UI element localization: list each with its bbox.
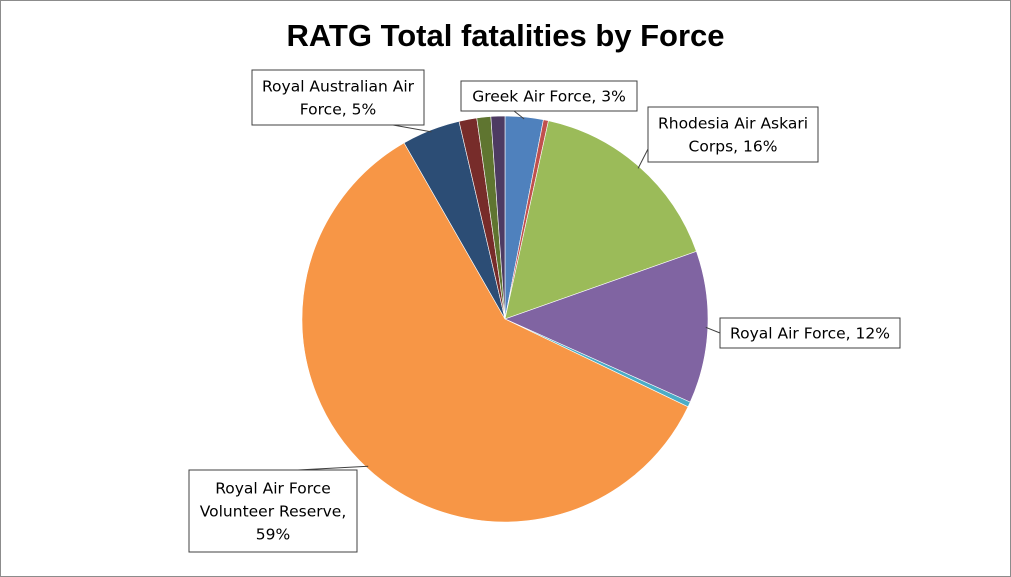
data-label-box-royal-air-force (719, 317, 901, 349)
data-label-box-royal-air-force-volunteer-reserve (188, 469, 358, 553)
data-label-royal-air-force-volunteer-reserve-line-3: 59% (256, 526, 290, 544)
data-label-greek-air-force-line-1: Greek Air Force, 3% (472, 88, 626, 106)
data-label-rhodesia-air-askari-corps-line-2: Corps, 16% (689, 138, 778, 156)
chart-title: RATG Total fatalities by Force (286, 18, 725, 53)
leader-line-rhodesia-air-askari-corps (637, 148, 649, 169)
data-label-royal-air-force-volunteer-reserve-line-2: Volunteer Reserve, (200, 503, 347, 521)
data-label-box-rhodesia-air-askari-corps (647, 106, 819, 163)
leader-line-greek-air-force (513, 110, 525, 120)
data-label-box-greek-air-force (460, 80, 638, 112)
leader-line-royal-air-force (705, 326, 721, 334)
data-label-rhodesia-air-askari-corps-line-1: Rhodesia Air Askari (658, 115, 808, 133)
data-label-royal-australian-air-force-line-1: Royal Australian Air (262, 78, 415, 96)
pie-slices (301, 115, 709, 523)
leader-line-royal-australian-air-force (392, 124, 432, 133)
data-label-royal-australian-air-force-line-2: Force, 5% (300, 101, 376, 119)
data-label-royal-air-force-volunteer-reserve-line-1: Royal Air Force (215, 480, 331, 498)
data-labels: Greek Air Force, 3% Rhodesia Air Askari Co… (188, 69, 901, 553)
pie-slice-royal-air-force (504, 251, 709, 403)
data-label-box-royal-australian-air-force (251, 69, 425, 126)
pie-slice-segment-10 (490, 115, 506, 320)
pie-slice-royal-air-force-volunteer-reserve (301, 142, 689, 523)
leader-lines (297, 110, 721, 471)
leader-line-royal-air-force-volunteer-reserve (297, 465, 369, 471)
data-label-royal-air-force-line-1: Royal Air Force, 12% (730, 325, 890, 343)
